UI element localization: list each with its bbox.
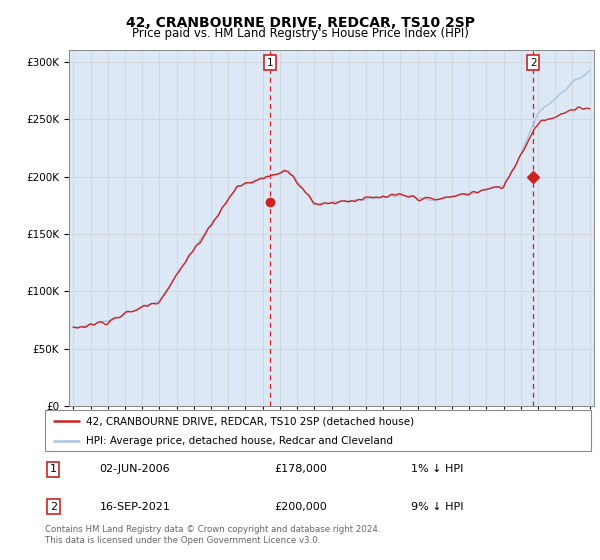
Text: £178,000: £178,000 bbox=[274, 464, 327, 474]
FancyBboxPatch shape bbox=[45, 410, 591, 451]
Text: 1% ↓ HPI: 1% ↓ HPI bbox=[411, 464, 463, 474]
Text: Price paid vs. HM Land Registry's House Price Index (HPI): Price paid vs. HM Land Registry's House … bbox=[131, 27, 469, 40]
Text: 1: 1 bbox=[266, 58, 273, 68]
Text: 9% ↓ HPI: 9% ↓ HPI bbox=[411, 502, 463, 512]
Text: 42, CRANBOURNE DRIVE, REDCAR, TS10 2SP: 42, CRANBOURNE DRIVE, REDCAR, TS10 2SP bbox=[125, 16, 475, 30]
Text: 2: 2 bbox=[530, 58, 536, 68]
Text: 16-SEP-2021: 16-SEP-2021 bbox=[100, 502, 170, 512]
Text: 02-JUN-2006: 02-JUN-2006 bbox=[100, 464, 170, 474]
Text: Contains HM Land Registry data © Crown copyright and database right 2024.
This d: Contains HM Land Registry data © Crown c… bbox=[45, 525, 380, 545]
Text: 1: 1 bbox=[50, 464, 56, 474]
Text: £200,000: £200,000 bbox=[274, 502, 327, 512]
Text: 42, CRANBOURNE DRIVE, REDCAR, TS10 2SP (detached house): 42, CRANBOURNE DRIVE, REDCAR, TS10 2SP (… bbox=[86, 417, 414, 426]
Text: 2: 2 bbox=[50, 502, 57, 512]
Text: HPI: Average price, detached house, Redcar and Cleveland: HPI: Average price, detached house, Redc… bbox=[86, 436, 393, 446]
